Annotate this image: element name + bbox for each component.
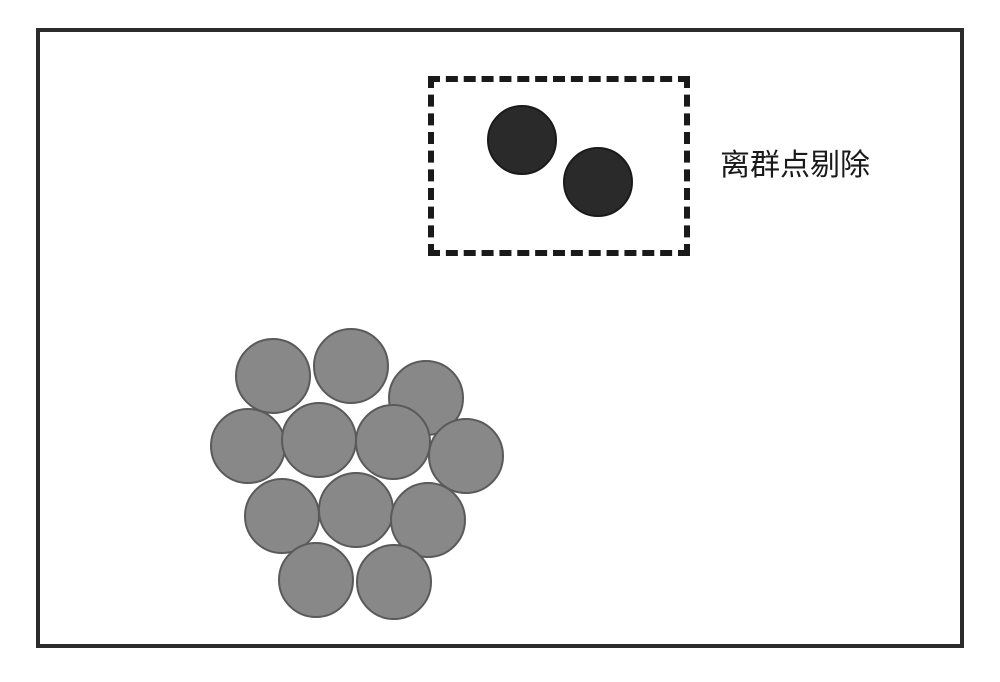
cluster-point-11 <box>356 544 432 620</box>
outlier-label: 离群点剔除 <box>720 140 870 184</box>
cluster-point-4 <box>281 402 357 478</box>
cluster-point-3 <box>210 408 286 484</box>
cluster-point-8 <box>318 472 394 548</box>
cluster-point-6 <box>428 418 504 494</box>
cluster-point-0 <box>235 338 311 414</box>
outlier-point-0 <box>487 105 557 175</box>
cluster-point-1 <box>313 328 389 404</box>
cluster-point-5 <box>355 404 431 480</box>
cluster-point-10 <box>278 542 354 618</box>
outlier-point-1 <box>563 147 633 217</box>
outlier-dashed-box <box>428 76 690 256</box>
